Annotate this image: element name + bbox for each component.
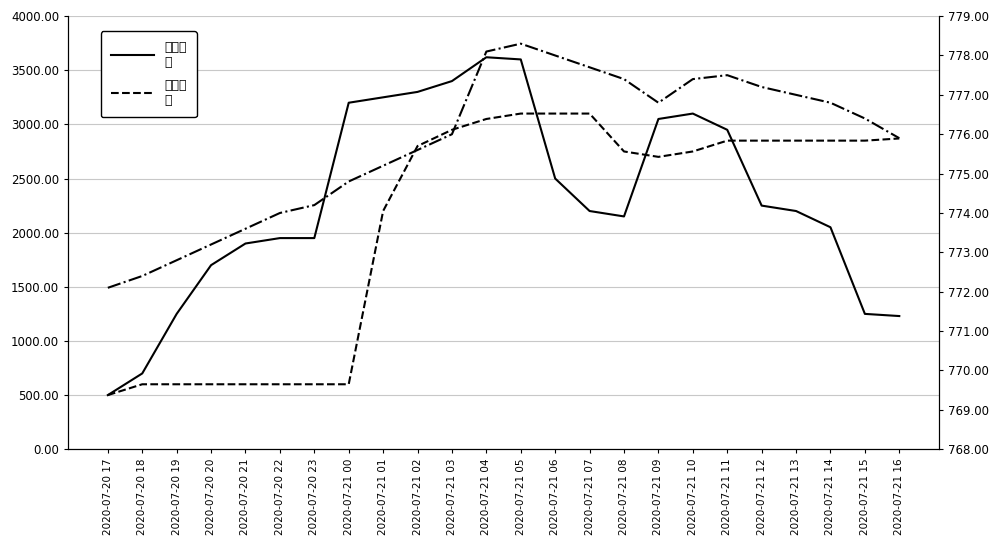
水位	[652, 99, 664, 106]
入库流
量	[584, 207, 596, 214]
入库流
量	[136, 370, 148, 377]
入库流
量	[205, 262, 217, 269]
平均出
库	[824, 138, 836, 144]
平均出
库	[308, 381, 320, 388]
水位	[239, 225, 251, 232]
Legend: 入库流
量, 平均出
库: 入库流 量, 平均出 库	[101, 31, 197, 117]
平均出
库	[515, 110, 527, 117]
入库流
量	[652, 116, 664, 122]
平均出
库	[446, 127, 458, 133]
平均出
库	[549, 110, 561, 117]
平均出
库	[239, 381, 251, 388]
水位	[790, 92, 802, 98]
水位	[756, 84, 768, 90]
入库流
量	[618, 213, 630, 219]
水位	[446, 131, 458, 138]
Line: 入库流
量: 入库流 量	[108, 57, 899, 395]
水位	[549, 52, 561, 59]
平均出
库	[618, 148, 630, 155]
水位	[136, 272, 148, 279]
Line: 平均出
库: 平均出 库	[108, 114, 899, 395]
入库流
量	[446, 78, 458, 84]
平均出
库	[790, 138, 802, 144]
入库流
量	[239, 240, 251, 247]
入库流
量	[893, 313, 905, 319]
水位	[480, 48, 492, 55]
水位	[893, 135, 905, 141]
Line: 水位: 水位	[108, 44, 899, 288]
水位	[859, 115, 871, 122]
平均出
库	[687, 148, 699, 155]
入库流
量	[377, 94, 389, 100]
水位	[515, 40, 527, 47]
水位	[687, 76, 699, 82]
入库流
量	[412, 88, 424, 95]
入库流
量	[102, 392, 114, 399]
水位	[618, 76, 630, 82]
平均出
库	[274, 381, 286, 388]
平均出
库	[756, 138, 768, 144]
入库流
量	[859, 311, 871, 317]
平均出
库	[584, 110, 596, 117]
水位	[412, 147, 424, 153]
平均出
库	[652, 153, 664, 160]
入库流
量	[308, 235, 320, 241]
平均出
库	[480, 116, 492, 122]
入库流
量	[549, 175, 561, 182]
平均出
库	[412, 143, 424, 149]
入库流
量	[687, 110, 699, 117]
水位	[824, 99, 836, 106]
入库流
量	[515, 56, 527, 63]
入库流
量	[824, 224, 836, 230]
水位	[584, 64, 596, 70]
水位	[205, 241, 217, 248]
入库流
量	[343, 99, 355, 106]
水位	[171, 257, 183, 264]
水位	[308, 202, 320, 209]
水位	[377, 163, 389, 169]
水位	[274, 210, 286, 216]
水位	[343, 178, 355, 185]
水位	[102, 284, 114, 291]
水位	[721, 72, 733, 79]
平均出
库	[893, 135, 905, 142]
平均出
库	[102, 392, 114, 399]
平均出
库	[859, 138, 871, 144]
入库流
量	[790, 207, 802, 214]
平均出
库	[136, 381, 148, 388]
入库流
量	[480, 54, 492, 61]
入库流
量	[721, 127, 733, 133]
平均出
库	[171, 381, 183, 388]
入库流
量	[274, 235, 286, 241]
入库流
量	[171, 311, 183, 317]
平均出
库	[377, 207, 389, 214]
入库流
量	[756, 203, 768, 209]
平均出
库	[721, 138, 733, 144]
平均出
库	[343, 381, 355, 388]
平均出
库	[205, 381, 217, 388]
